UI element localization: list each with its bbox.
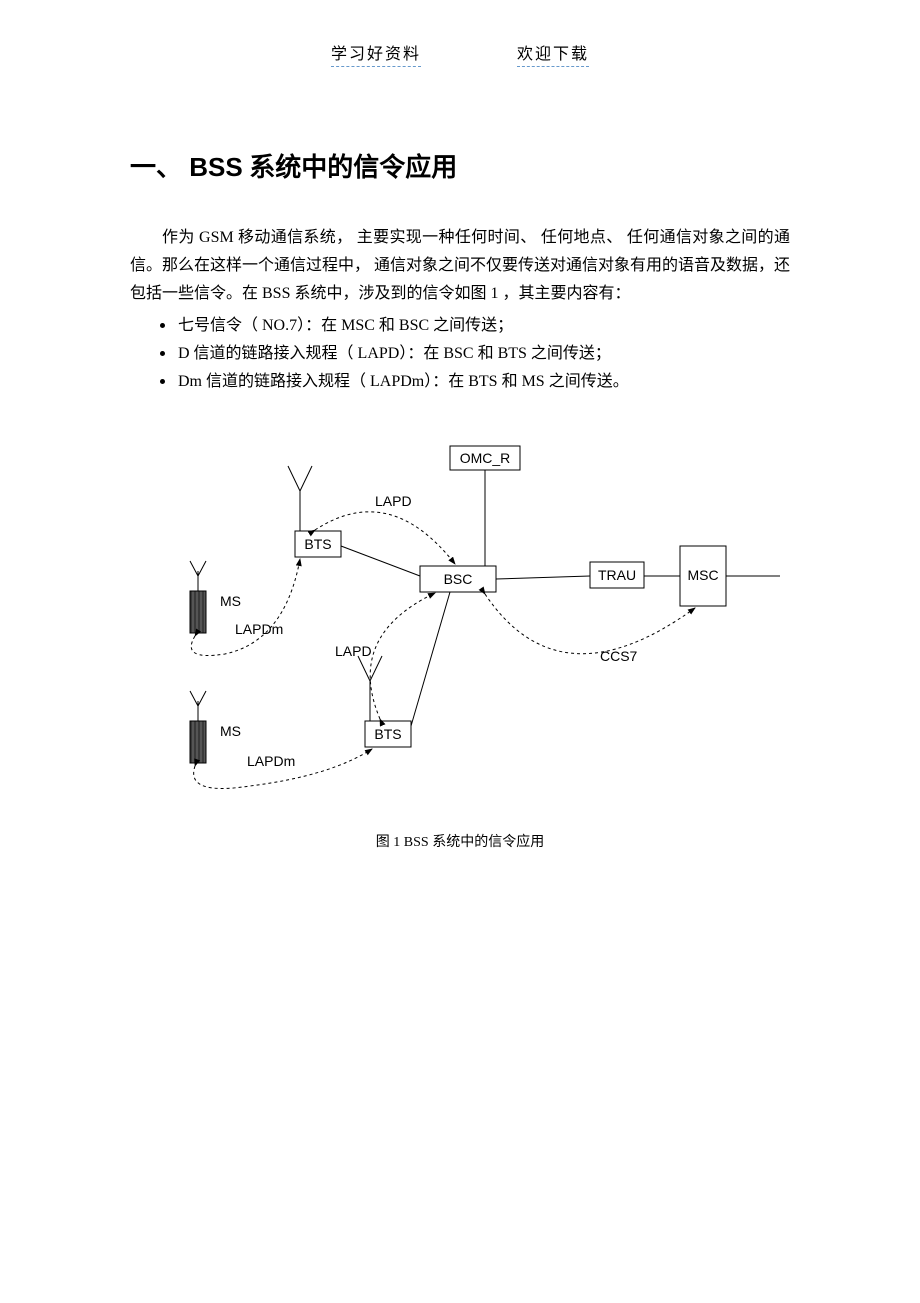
node-bts1: BTS [304, 536, 331, 552]
bullet-list: 七号信令（ NO.7）：在 MSC 和 BSC 之间传送； D 信道的链路接入规… [130, 312, 790, 396]
node-trau: TRAU [598, 567, 636, 583]
label-lapd1: LAPD [375, 493, 412, 509]
bss-diagram: OMC_R BTS BTS BSC TRAU MS [140, 436, 780, 806]
bullet-item: Dm 信道的链路接入规程（ LAPDm）：在 BTS 和 MS 之间传送。 [130, 368, 790, 396]
header-right: 欢迎下载 [517, 40, 589, 67]
label-lapdm1: LAPDm [235, 621, 283, 637]
node-omc-r: OMC_R [460, 450, 511, 466]
ms2-icon [190, 691, 206, 763]
intro-paragraph: 作为 GSM 移动通信系统， 主要实现一种任何时间、 任何地点、 任何通信对象之… [130, 224, 790, 308]
node-bts2: BTS [374, 726, 401, 742]
section-title-latin: BSS [189, 152, 242, 182]
section-number: 一、 [130, 153, 182, 182]
label-ccs7: CCS7 [600, 648, 638, 664]
bullet-item: D 信道的链路接入规程（ LAPD）：在 BSC 和 BTS 之间传送； [130, 340, 790, 368]
label-lapd2: LAPD [335, 643, 372, 659]
page: 学习好资料 欢迎下载 一、 BSS 系统中的信令应用 作为 GSM 移动通信系统… [0, 0, 920, 911]
bullet-item: 七号信令（ NO.7）：在 MSC 和 BSC 之间传送； [130, 312, 790, 340]
section-title: 一、 BSS 系统中的信令应用 [130, 147, 790, 184]
label-lapdm2: LAPDm [247, 753, 295, 769]
node-ms1: MS [220, 593, 241, 609]
ms1-icon [190, 561, 206, 633]
figure-caption: 图 1 BSS 系统中的信令应用 [130, 831, 790, 851]
node-msc: MSC [687, 567, 718, 583]
figure: OMC_R BTS BTS BSC TRAU MS [130, 436, 790, 851]
node-ms2: MS [220, 723, 241, 739]
header-left: 学习好资料 [331, 40, 421, 67]
section-title-rest: 系统中的信令应用 [243, 153, 458, 182]
node-bsc: BSC [444, 571, 473, 587]
page-header: 学习好资料 欢迎下载 [130, 40, 790, 67]
